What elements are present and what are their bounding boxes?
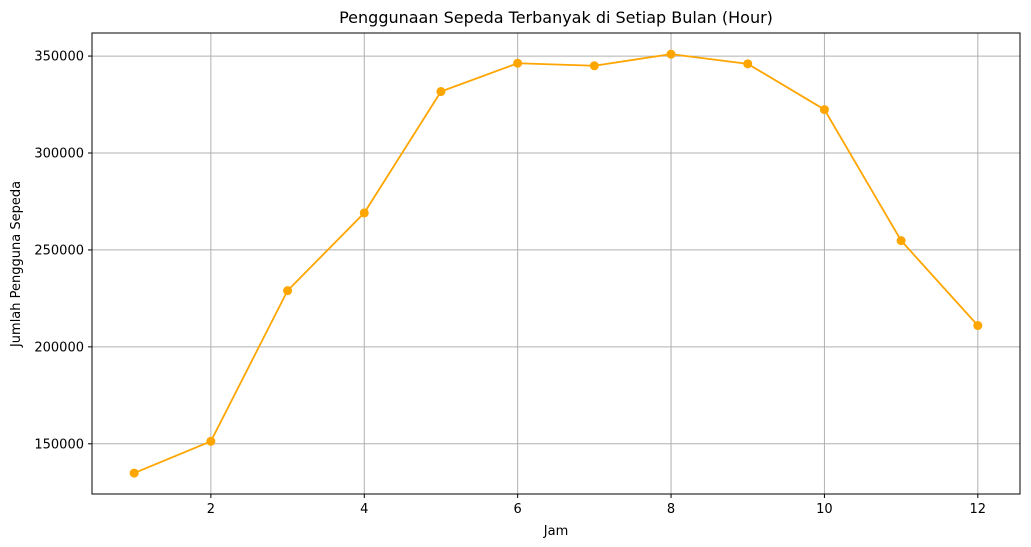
y-tick-label: 200000	[34, 340, 84, 355]
y-tick-label: 150000	[34, 437, 84, 452]
axis-ticks: 2 4 6 8 10 12 150000 200000 250000 300000 350000	[34, 50, 986, 517]
data-point	[819, 105, 829, 115]
y-tick-label: 350000	[34, 50, 84, 65]
x-tick-label: 10	[816, 502, 833, 517]
plot-frame	[91, 32, 1021, 495]
grid-lines	[92, 33, 1020, 494]
data-point	[589, 61, 599, 71]
y-axis-label: Jumlah Pengguna Sepeda	[9, 181, 24, 348]
x-axis-label: Jam	[543, 524, 568, 539]
y-tick-label: 250000	[34, 243, 84, 258]
data-point	[436, 87, 446, 97]
chart-title: Penggunaan Sepeda Terbanyak di Setiap Bu…	[339, 8, 773, 27]
x-tick-label: 6	[514, 502, 522, 517]
data-point	[359, 208, 369, 218]
y-tick-label: 300000	[34, 146, 84, 161]
data-point	[896, 236, 906, 246]
x-tick-label: 8	[667, 502, 675, 517]
data-point	[973, 321, 983, 331]
data-point	[129, 468, 139, 478]
series-line	[133, 53, 979, 474]
data-point	[513, 58, 523, 68]
x-tick-label: 2	[207, 502, 215, 517]
data-point	[743, 59, 753, 69]
series-layer	[129, 49, 983, 478]
data-point	[283, 286, 293, 296]
x-tick-label: 12	[970, 502, 987, 517]
data-point	[206, 436, 216, 446]
x-tick-label: 4	[360, 502, 368, 517]
data-point	[666, 49, 676, 59]
